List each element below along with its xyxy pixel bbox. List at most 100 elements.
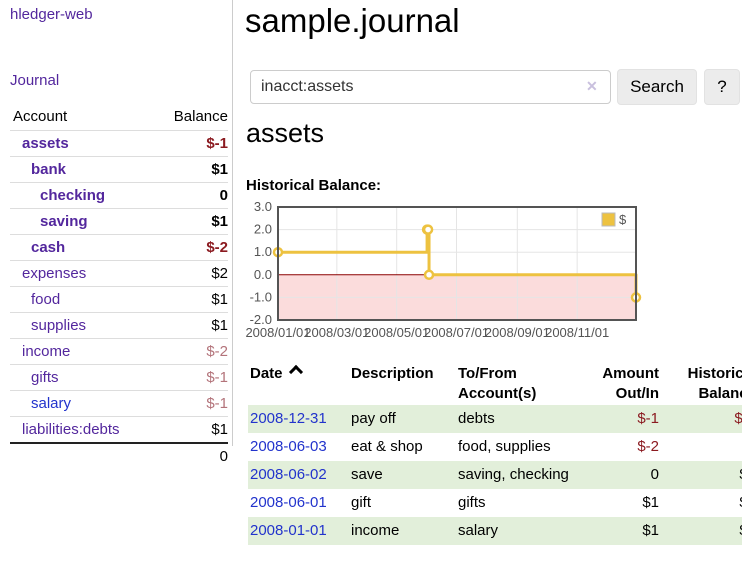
legend-label: $ (619, 212, 627, 227)
svg-text:-1.0: -1.0 (250, 289, 272, 304)
account-balance: $-2 (206, 343, 228, 360)
transaction-accounts: gifts (458, 494, 486, 511)
transaction-accounts: saving, checking (458, 466, 569, 483)
transaction-amount: $-1 (637, 410, 659, 427)
data-point-marker (422, 224, 434, 235)
account-balance: $-1 (206, 395, 228, 412)
account-link[interactable]: supplies (31, 317, 87, 334)
svg-text:1.0: 1.0 (254, 244, 272, 259)
account-row: gifts $-1 (10, 364, 228, 390)
accounts-list: assets $-1 bank $1 checking 0 saving $1 … (10, 130, 228, 442)
account-row: checking 0 (10, 182, 228, 208)
sort-asc-icon (288, 364, 303, 380)
accounts-panel: Account Balance assets $-1 bank $1 check… (10, 104, 228, 469)
transaction-date-link[interactable]: 2008-12-31 (250, 410, 327, 427)
account-link[interactable]: cash (31, 239, 66, 256)
transaction-amount: $1 (642, 494, 659, 511)
search-input[interactable] (250, 70, 611, 104)
svg-text:2008/07/01: 2008/07/01 (424, 325, 489, 340)
account-balance: $1 (211, 213, 228, 230)
transaction-accounts: salary (458, 522, 499, 539)
svg-text:2008/01/01: 2008/01/01 (245, 325, 310, 340)
accounts-header: Account Balance (10, 104, 228, 130)
column-header-accounts[interactable]: To/From Account(s) (458, 365, 537, 402)
account-link[interactable]: gifts (31, 369, 59, 386)
clear-search-icon[interactable]: ✕ (586, 78, 598, 94)
account-link[interactable]: salary (31, 395, 72, 412)
transaction-balance: $-1 (734, 410, 742, 427)
account-row: bank $1 (10, 156, 228, 182)
account-link[interactable]: assets (22, 135, 69, 152)
svg-text:2.0: 2.0 (254, 222, 272, 237)
transaction-date-link[interactable]: 2008-06-02 (250, 466, 327, 483)
transaction-date-link[interactable]: 2008-06-01 (250, 494, 327, 511)
sidebar-item-journal[interactable]: Journal (10, 72, 60, 89)
historical-balance-chart[interactable]: $3.0 2.0 1.0 0.0 -1.0 -2.0 2008/01/01 2008/03/0… (244, 199, 642, 349)
accounts-header-account: Account (13, 108, 68, 125)
register-header-row: Date Description To/From Account(s) Amou… (248, 363, 742, 405)
svg-text:2008/03/01: 2008/03/01 (304, 325, 369, 340)
legend-swatch (601, 212, 616, 227)
app-brand-link[interactable]: hledger-web (10, 6, 93, 23)
account-row: assets $-1 (10, 130, 228, 156)
historical-balance-label: Historical Balance: (246, 177, 382, 194)
transaction-row: 2008-06-01 gift gifts $1 $2 (248, 489, 742, 517)
svg-text:3.0: 3.0 (254, 201, 272, 214)
column-header-description[interactable]: Description (351, 365, 434, 382)
account-row: supplies $1 (10, 312, 228, 338)
svg-text:-2.0: -2.0 (250, 312, 272, 327)
transaction-accounts: food, supplies (458, 438, 551, 455)
account-row: food $1 (10, 286, 228, 312)
transaction-description: gift (351, 494, 372, 511)
transaction-accounts: debts (458, 410, 495, 427)
account-link[interactable]: expenses (22, 265, 87, 282)
accounts-header-balance: Balance (173, 108, 228, 125)
account-balance: $1 (211, 317, 228, 334)
account-row: income $-2 (10, 338, 228, 364)
svg-text:2008/05/01: 2008/05/01 (364, 325, 429, 340)
help-button[interactable]: ? (704, 69, 740, 105)
transaction-date-link[interactable]: 2008-06-03 (250, 438, 327, 455)
svg-text:2008/09/01: 2008/09/01 (485, 325, 550, 340)
column-header-amount[interactable]: Amount Out/In (602, 365, 659, 402)
data-point-marker (423, 269, 435, 281)
transaction-balance: $1 (661, 517, 742, 545)
account-link[interactable]: liabilities:debts (22, 421, 120, 438)
register-table: Date Description To/From Account(s) Amou… (248, 363, 742, 545)
transaction-description: pay off (351, 410, 396, 427)
accounts-total-row: 0 (10, 442, 228, 469)
transaction-balance: $2 (661, 489, 742, 517)
account-link[interactable]: checking (40, 187, 106, 204)
account-link[interactable]: income (22, 343, 71, 360)
column-header-date[interactable]: Date (248, 363, 349, 405)
svg-text:2008/11/01: 2008/11/01 (545, 325, 609, 340)
transaction-balance: $2 (661, 461, 742, 489)
account-link[interactable]: bank (31, 161, 67, 178)
sidebar: hledger-web Journal Account Balance asse… (0, 0, 233, 465)
account-row: liabilities:debts $1 (10, 416, 228, 442)
account-balance: 0 (219, 187, 228, 204)
balance-chart-svg[interactable]: $3.0 2.0 1.0 0.0 -1.0 -2.02008/01/012008/03/0… (244, 199, 642, 349)
search-button[interactable]: Search (617, 69, 697, 105)
account-row: salary $-1 (10, 390, 228, 416)
transaction-row: 2008-01-01 income salary $1 $1 (248, 517, 742, 545)
transaction-amount: 0 (650, 466, 659, 483)
transaction-row: 2008-06-02 save saving, checking 0 $2 (248, 461, 742, 489)
account-heading: assets (246, 118, 325, 148)
transaction-description: income (351, 522, 400, 539)
transaction-description: eat & shop (351, 438, 423, 455)
transaction-row: 2008-06-03 eat & shop food, supplies $-2… (248, 433, 742, 461)
account-row: saving $1 (10, 208, 228, 234)
account-balance: $1 (211, 291, 228, 308)
transaction-amount: $1 (642, 522, 659, 539)
page-title: sample.journal (245, 2, 460, 39)
account-link[interactable]: food (31, 291, 61, 308)
transaction-balance: 0 (661, 433, 742, 461)
account-balance: $-1 (206, 135, 228, 152)
transaction-date-link[interactable]: 2008-01-01 (250, 522, 327, 539)
account-link[interactable]: saving (40, 213, 88, 230)
account-balance: $1 (211, 421, 228, 438)
column-header-balance[interactable]: Historical Balance (687, 365, 742, 402)
transaction-amount: $-2 (637, 438, 659, 455)
account-balance: $-2 (206, 239, 228, 256)
